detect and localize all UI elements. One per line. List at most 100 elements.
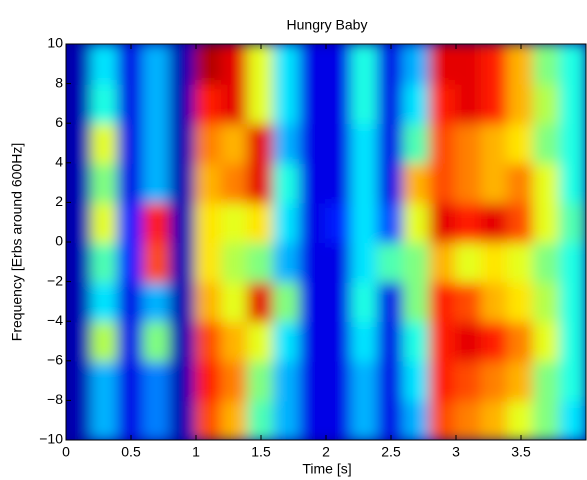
heat-cell — [507, 201, 535, 243]
y-tick-label: 8 — [55, 74, 63, 90]
heat-cell — [273, 201, 301, 243]
heat-cell — [325, 201, 353, 243]
x-tick-label: 3.5 — [511, 444, 531, 460]
heat-cell — [299, 241, 327, 283]
heat-cell — [455, 399, 483, 440]
heat-cell — [403, 320, 431, 362]
heat-cell — [66, 161, 93, 204]
heat-cell — [221, 122, 249, 164]
heat-cell — [403, 161, 431, 204]
heat-cell — [221, 359, 249, 402]
heat-cell — [455, 320, 483, 362]
heat-cell — [533, 44, 561, 85]
heat-cell — [429, 82, 457, 125]
heatmap — [66, 44, 586, 440]
x-axis-label: Time [s] — [302, 461, 351, 477]
heat-cell — [195, 359, 223, 402]
heat-cell — [66, 320, 93, 362]
heat-cell — [143, 399, 171, 440]
heat-cell — [143, 44, 171, 85]
heat-cell — [143, 359, 171, 402]
heat-cell — [91, 399, 119, 440]
heat-cell — [481, 82, 509, 125]
heat-cell — [66, 359, 93, 402]
heat-cell — [429, 122, 457, 164]
heat-cell — [143, 201, 171, 243]
heat-cell — [169, 280, 197, 323]
y-tick-label: −8 — [47, 391, 63, 407]
heat-cell — [299, 122, 327, 164]
heat-cell — [325, 122, 353, 164]
heat-cell — [66, 399, 93, 440]
heat-cell — [403, 241, 431, 283]
heat-cell — [559, 44, 586, 85]
y-axis-label: Frequency [Erbs around 600Hz] — [9, 143, 25, 341]
heat-cell — [195, 280, 223, 323]
heat-cell — [325, 359, 353, 402]
heat-cell — [507, 241, 535, 283]
heat-cell — [351, 241, 379, 283]
heat-cell — [481, 320, 509, 362]
heat-cell — [377, 122, 405, 164]
heat-cell — [377, 161, 405, 204]
heat-cell — [299, 280, 327, 323]
heat-cell — [429, 359, 457, 402]
heat-cell — [351, 44, 379, 85]
x-tick-label: 1.5 — [251, 444, 271, 460]
heat-cell — [403, 359, 431, 402]
heat-cell — [533, 320, 561, 362]
heat-cell — [325, 280, 353, 323]
heat-cell — [429, 44, 457, 85]
heat-cell — [117, 241, 145, 283]
heat-cell — [481, 122, 509, 164]
heat-cell — [195, 320, 223, 362]
heat-cell — [455, 44, 483, 85]
heat-cell — [429, 399, 457, 440]
heat-cell — [533, 359, 561, 402]
heat-cell — [325, 44, 353, 85]
heat-cell — [481, 359, 509, 402]
heat-cell — [91, 241, 119, 283]
heat-cell — [403, 399, 431, 440]
heat-cell — [351, 161, 379, 204]
axes: 0 0.5 1 1.5 2 2.5 3 3.5 −10 −8 −6 −4 −2 0 2 4 6 8 10 — [39, 35, 531, 460]
heat-cell — [299, 82, 327, 125]
heat-cell — [325, 82, 353, 125]
heat-cell — [247, 122, 275, 164]
heat-cell — [143, 241, 171, 283]
heat-cell — [169, 399, 197, 440]
chart-title: Hungry Baby — [287, 17, 368, 33]
heat-cell — [91, 359, 119, 402]
heat-cell — [247, 241, 275, 283]
heat-cell — [117, 320, 145, 362]
heat-cell — [247, 320, 275, 362]
heat-cell — [533, 82, 561, 125]
heat-cell — [117, 399, 145, 440]
heat-cell — [533, 399, 561, 440]
y-tick-label: −10 — [39, 431, 63, 447]
heat-cell — [143, 82, 171, 125]
heat-cell — [117, 161, 145, 204]
y-tick-label: 10 — [47, 35, 63, 51]
heat-cell — [195, 82, 223, 125]
heat-cell — [455, 82, 483, 125]
heat-cell — [221, 161, 249, 204]
heat-cell — [429, 280, 457, 323]
heat-cell — [91, 320, 119, 362]
heat-cell — [66, 82, 93, 125]
heat-cell — [429, 161, 457, 204]
heat-cell — [403, 201, 431, 243]
x-tick-label: 0.5 — [121, 444, 141, 460]
heat-cell — [507, 399, 535, 440]
heat-cell — [481, 241, 509, 283]
heat-cell — [221, 280, 249, 323]
heat-cell — [559, 201, 586, 243]
heat-cell — [91, 201, 119, 243]
heat-cell — [169, 241, 197, 283]
heat-cell — [377, 44, 405, 85]
heat-cell — [351, 201, 379, 243]
x-tick-label: 1 — [192, 444, 200, 460]
heat-cell — [299, 399, 327, 440]
heat-cell — [559, 161, 586, 204]
